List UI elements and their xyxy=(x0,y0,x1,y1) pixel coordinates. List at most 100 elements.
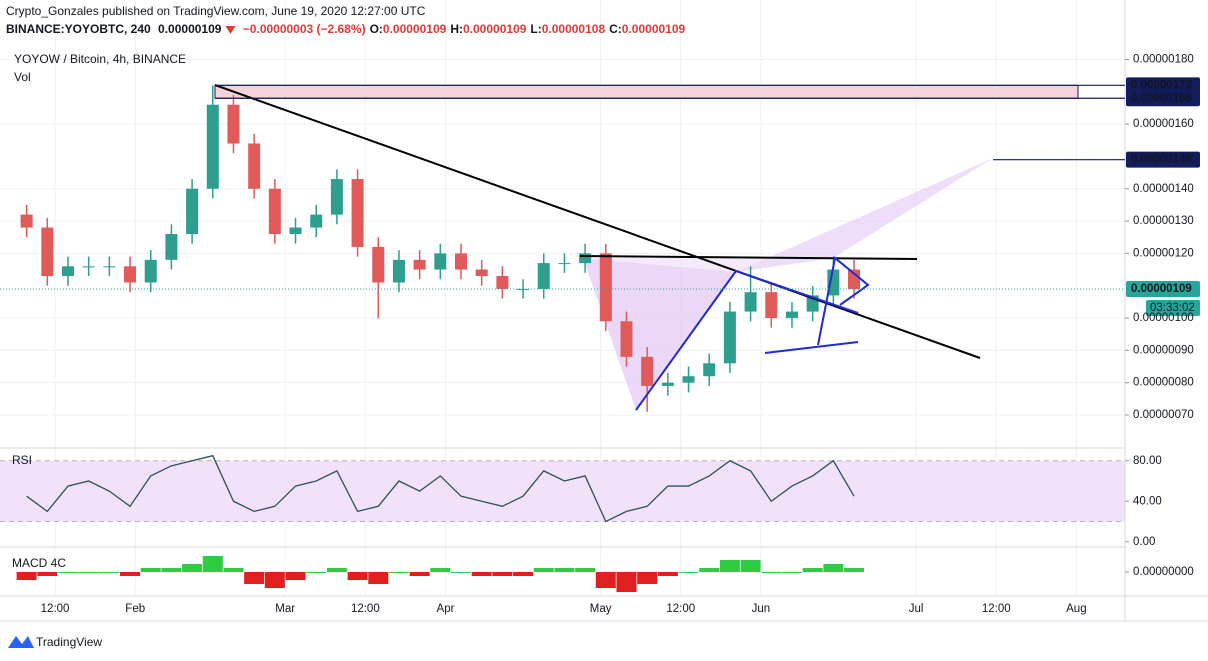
x-tick-label: Jun xyxy=(752,603,771,615)
y-tick-label: 0.00000000 xyxy=(1133,566,1194,578)
rsi-band xyxy=(0,460,1125,522)
y-tick-label: 40.00 xyxy=(1133,495,1162,507)
macd-bar xyxy=(306,572,327,573)
macd-bar xyxy=(616,572,637,592)
trend-line xyxy=(214,84,981,359)
candle-body xyxy=(434,253,447,270)
candle-body xyxy=(723,311,736,364)
macd-bar xyxy=(368,572,389,584)
macd-bar xyxy=(120,572,141,576)
candle-body xyxy=(206,104,219,189)
candle-body xyxy=(330,179,343,215)
countdown: 03:33:02 xyxy=(1150,302,1195,314)
macd-bar xyxy=(202,556,223,572)
down-arrow xyxy=(225,26,236,34)
level-box xyxy=(1126,151,1200,168)
macd-bar xyxy=(347,572,368,580)
macd-bar xyxy=(761,572,782,573)
y-tick-label: 0.00000100 xyxy=(1133,312,1194,324)
pane-title: YOYOW / Bitcoin, 4h, BINANCE xyxy=(14,52,186,66)
y-tick-label: 0.00000080 xyxy=(1133,377,1194,389)
candle-body xyxy=(144,259,157,283)
logo-icon xyxy=(8,636,34,648)
candle-body xyxy=(413,259,426,270)
candle-body xyxy=(165,234,178,260)
macd-bar xyxy=(451,572,472,573)
volume-label: Vol xyxy=(14,70,31,84)
x-tick-label: 12:00 xyxy=(41,603,70,615)
candle-body xyxy=(310,214,323,228)
x-tick-label: 12:00 xyxy=(351,603,380,615)
macd-bar xyxy=(823,564,844,572)
last-price-label: 0.00000109 xyxy=(1131,283,1192,295)
x-tick-label: Jul xyxy=(909,603,924,615)
y-tick-label: 0.00000130 xyxy=(1133,215,1194,227)
candle-body xyxy=(661,382,674,386)
macd-bar xyxy=(99,572,120,573)
change: −0.00000003 (−2.68%) xyxy=(243,22,366,36)
wedge-line xyxy=(635,269,859,411)
wedge-line xyxy=(764,341,859,354)
macd-bar xyxy=(326,568,347,572)
pattern-fill xyxy=(583,258,833,272)
macd-bar xyxy=(554,568,575,572)
y-tick-label: 0.00000120 xyxy=(1133,247,1194,259)
pane-title: RSI xyxy=(12,453,32,467)
symbol-line: BINANCE:YOYOBTC, 240 0.00000109 −0.00000… xyxy=(6,22,686,36)
macd-bar xyxy=(182,564,203,572)
macd-bar xyxy=(844,568,865,572)
x-tick-label: Aug xyxy=(1066,603,1086,615)
rsi-line xyxy=(26,454,855,523)
triangle-line xyxy=(817,256,870,346)
symbol: BINANCE:YOYOBTC, 240 xyxy=(6,22,151,36)
candle-body xyxy=(744,292,757,312)
candle-body xyxy=(785,311,798,319)
x-tick-label: Feb xyxy=(125,603,145,615)
candle-body xyxy=(392,259,405,283)
y-tick-label: 80.00 xyxy=(1133,455,1162,467)
countdown-box xyxy=(1146,299,1200,316)
candle-body xyxy=(61,266,74,277)
y-tick-label: 0.00000180 xyxy=(1133,54,1194,66)
candle-body xyxy=(765,292,778,319)
candle-body xyxy=(641,356,654,386)
candle-body xyxy=(599,253,612,322)
y-tick-label: 0.00000070 xyxy=(1133,409,1194,421)
level-box xyxy=(1126,77,1200,94)
macd-bar xyxy=(719,560,740,572)
x-tick-label: Apr xyxy=(437,603,455,615)
candle-body xyxy=(372,246,385,283)
pane-title: MACD 4C xyxy=(12,556,66,570)
x-tick-label: May xyxy=(590,603,612,615)
candle-body xyxy=(703,363,716,377)
macd-bar xyxy=(57,572,78,573)
macd-bar xyxy=(595,572,616,588)
macd-bar xyxy=(678,572,699,573)
candle-body xyxy=(579,253,592,264)
y-tick-label: 0.00000160 xyxy=(1133,118,1194,130)
y-tick-label: 0.00000140 xyxy=(1133,183,1194,195)
candle-body xyxy=(227,104,240,144)
level-label: 0.00000149 xyxy=(1131,154,1192,166)
candle-body xyxy=(124,266,137,283)
macd-bar xyxy=(513,572,534,576)
candle-body xyxy=(289,227,302,235)
ohlc-value: 0.00000109 xyxy=(622,22,686,36)
macd-bar xyxy=(16,572,37,580)
candle-body xyxy=(455,253,468,270)
macd-bar xyxy=(140,568,161,572)
ohlc-value: 0.00000109 xyxy=(463,22,527,36)
macd-bar xyxy=(533,568,554,572)
last-price-box xyxy=(1126,280,1200,297)
trend-line xyxy=(579,255,918,260)
candle-body xyxy=(517,288,530,290)
macd-bar xyxy=(78,572,99,573)
candle-body xyxy=(82,266,95,268)
ohlc-value: 0.00000109 xyxy=(383,22,447,36)
pattern-fill xyxy=(736,158,993,272)
candle-body xyxy=(475,269,488,277)
y-tick-label: 0.00000090 xyxy=(1133,344,1194,356)
ohlc-label: L: xyxy=(530,22,541,36)
macd-bar xyxy=(699,568,720,572)
